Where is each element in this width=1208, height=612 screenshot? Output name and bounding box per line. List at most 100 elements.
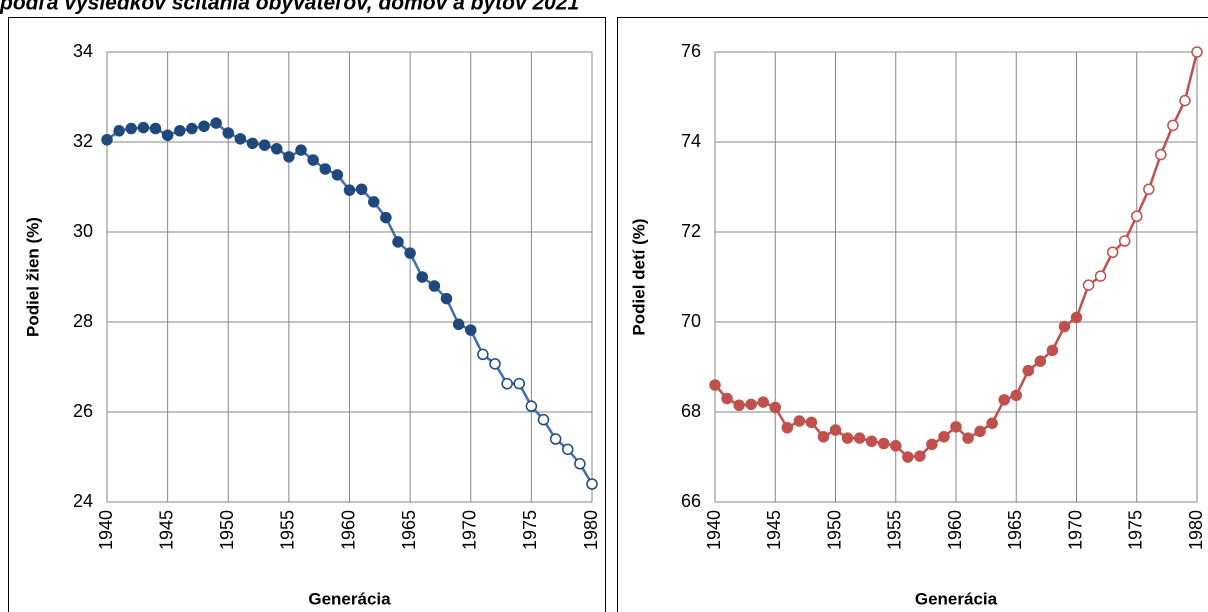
data-point	[757, 396, 769, 408]
x-tick-label: 1955	[278, 510, 298, 550]
y-tick-label: 34	[73, 41, 93, 61]
plot-frame	[714, 51, 1198, 503]
data-point	[709, 379, 721, 391]
x-tick-label: 1945	[156, 510, 176, 550]
x-tick-label: 1975	[1126, 510, 1146, 550]
plot-frame	[106, 51, 593, 503]
data-point	[865, 435, 878, 447]
data-point	[805, 416, 818, 429]
data-point	[829, 424, 842, 436]
data-point	[1118, 235, 1131, 247]
data-point	[781, 422, 794, 434]
data-point	[890, 440, 902, 452]
data-point	[331, 169, 344, 181]
x-tick-label: 1975	[520, 510, 540, 550]
y-tick-label: 70	[681, 311, 701, 331]
data-point	[258, 139, 271, 151]
panel-frame	[8, 17, 606, 612]
x-tick-label: 1980	[1186, 510, 1206, 550]
data-point	[1010, 389, 1022, 402]
data-point	[428, 280, 441, 292]
y-axis-label: Podiel detí (%)	[629, 218, 648, 335]
data-point	[841, 432, 854, 444]
y-axis-label: Podiel žien (%)	[23, 217, 42, 337]
data-point	[392, 236, 404, 248]
x-tick-label: 1980	[581, 510, 601, 550]
x-tick-label: 1955	[885, 510, 905, 550]
data-point	[186, 122, 198, 135]
data-point	[1191, 46, 1203, 58]
data-point	[902, 451, 914, 463]
x-axis-label: Generácia	[308, 589, 391, 608]
data-point	[295, 144, 307, 156]
data-point	[1143, 183, 1155, 195]
y-tick-label: 74	[681, 131, 701, 151]
x-tick-label: 1965	[1005, 510, 1025, 550]
data-point	[222, 127, 234, 139]
data-point	[234, 133, 247, 145]
figure-title: podľa výsledkov sčítania obyvateľov, dom…	[0, 0, 579, 15]
y-tick-label: 30	[73, 221, 93, 241]
data-point	[733, 399, 745, 411]
data-point	[513, 377, 525, 390]
data-point	[501, 377, 513, 390]
x-tick-label: 1960	[945, 510, 965, 550]
x-tick-label: 1950	[824, 510, 844, 550]
data-point	[1131, 210, 1143, 222]
data-point	[817, 431, 830, 443]
data-point	[416, 271, 428, 283]
x-tick-label: 1965	[399, 510, 419, 550]
y-tick-label: 68	[681, 401, 701, 421]
data-point	[1094, 270, 1107, 282]
data-point	[574, 458, 586, 470]
data-point	[246, 137, 259, 150]
data-point	[1022, 364, 1035, 377]
data-point	[271, 143, 283, 155]
data-point	[1082, 279, 1095, 291]
data-point	[525, 400, 538, 412]
data-point	[1155, 148, 1167, 161]
data-point	[962, 432, 974, 444]
data-point	[149, 122, 162, 135]
data-point	[537, 413, 550, 426]
data-point	[198, 120, 210, 132]
data-point	[1058, 320, 1071, 333]
y-tick-label: 32	[73, 131, 93, 151]
data-point	[440, 292, 453, 305]
x-tick-label: 1960	[338, 510, 358, 550]
x-tick-label: 1970	[1065, 510, 1085, 550]
data-point	[877, 437, 890, 450]
data-point	[368, 196, 380, 208]
data-point	[562, 443, 574, 456]
data-point	[853, 432, 866, 444]
x-tick-label: 1940	[704, 510, 724, 550]
data-point	[1179, 94, 1191, 107]
data-point	[914, 450, 926, 462]
data-point	[477, 348, 489, 361]
data-point	[307, 154, 319, 166]
data-point	[125, 122, 137, 135]
data-point	[343, 184, 356, 196]
x-tick-label: 1945	[764, 510, 784, 550]
data-point	[283, 151, 295, 163]
y-tick-label: 28	[73, 311, 93, 331]
y-tick-label: 26	[73, 401, 93, 421]
data-point	[586, 478, 598, 490]
data-point	[793, 415, 806, 427]
data-point	[137, 121, 150, 134]
data-point	[1046, 344, 1059, 357]
x-tick-label: 1950	[217, 510, 237, 550]
data-point	[489, 358, 501, 370]
data-point	[355, 183, 368, 195]
data-point	[1070, 311, 1083, 324]
y-tick-label: 24	[73, 491, 93, 511]
data-point	[174, 125, 186, 137]
data-point	[404, 247, 416, 259]
data-point	[113, 125, 125, 137]
data-point	[101, 134, 113, 146]
data-point	[380, 211, 392, 224]
data-point	[974, 425, 986, 438]
data-point	[926, 438, 938, 451]
data-point	[452, 318, 465, 330]
